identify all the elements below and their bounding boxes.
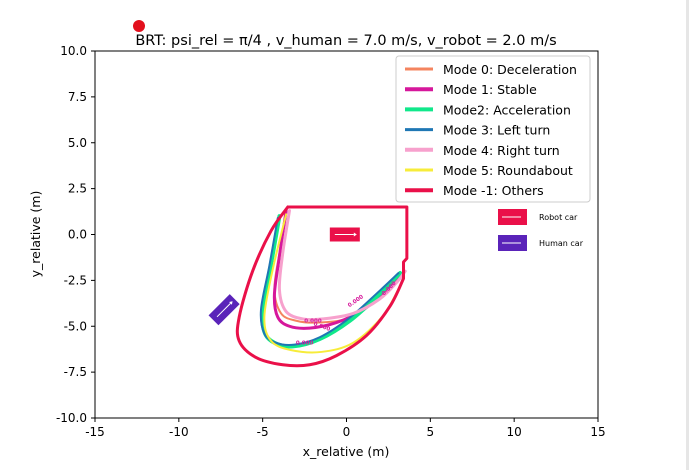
human-car-arrowhead xyxy=(229,301,233,305)
y-tick-label: 7.5 xyxy=(68,90,87,104)
x-tick-label: 10 xyxy=(507,425,522,439)
y-axis-label: y_relative (m) xyxy=(28,191,43,278)
x-axis-label: x_relative (m) xyxy=(303,444,390,459)
red-dot-marker xyxy=(133,20,145,32)
car-legend-label: Human car xyxy=(539,239,584,248)
human-car xyxy=(208,294,240,326)
legend-label: Mode 4: Right turn xyxy=(443,143,560,158)
legend-label: Mode 5: Roundabout xyxy=(443,163,573,178)
y-tick-label: -7.5 xyxy=(64,365,87,379)
series-line-6 xyxy=(235,205,409,368)
y-tick-label: -2.5 xyxy=(64,273,87,287)
y-tick-label: -10.0 xyxy=(56,411,87,425)
y-tick-label: -5.0 xyxy=(64,319,87,333)
x-tick-label: -10 xyxy=(169,425,189,439)
robot-car-arrowhead xyxy=(353,232,357,237)
chart-title: BRT: psi_rel = π/4 , v_human = 7.0 m/s, … xyxy=(135,33,556,49)
y-tick-label: 10.0 xyxy=(60,44,87,58)
robot-car xyxy=(329,227,360,242)
x-tick-label: 15 xyxy=(590,425,605,439)
contour-label: 0.000 xyxy=(296,341,314,347)
x-tick-label: 0 xyxy=(343,425,351,439)
x-tick-label: -5 xyxy=(257,425,269,439)
x-tick-label: -15 xyxy=(85,425,105,439)
legend: Mode 0: Deceleration Mode 1: Stable Mode2:… xyxy=(395,55,591,203)
series-line-4 xyxy=(277,209,407,322)
y-tick-label: 5.0 xyxy=(68,136,87,150)
contour-label: 0.000 xyxy=(312,321,331,333)
human-car-arrow xyxy=(216,303,231,318)
legend-label: Mode 3: Left turn xyxy=(443,123,550,138)
axis-ticks: -15 -10 -5 0 5 10 15 10.0 7.5 5.0 2.5 0.0 -2.5 -5.0 -7… xyxy=(56,44,606,439)
y-tick-label: 2.5 xyxy=(68,182,87,196)
car-legend: Robot car Human car xyxy=(498,209,584,251)
car-legend-label: Robot car xyxy=(539,213,578,222)
series-line-3 xyxy=(259,216,400,346)
contour-label: 0.000 xyxy=(304,319,322,325)
legend-box xyxy=(395,55,591,203)
legend-label: Mode -1: Others xyxy=(443,183,544,198)
legend-label: Mode2: Acceleration xyxy=(443,102,571,117)
legend-label: Mode 0: Deceleration xyxy=(443,62,577,77)
series-line-0 xyxy=(273,209,407,324)
legend-label: Mode 1: Stable xyxy=(443,82,537,97)
y-tick-label: 0.0 xyxy=(68,228,87,242)
x-tick-label: 5 xyxy=(427,425,435,439)
